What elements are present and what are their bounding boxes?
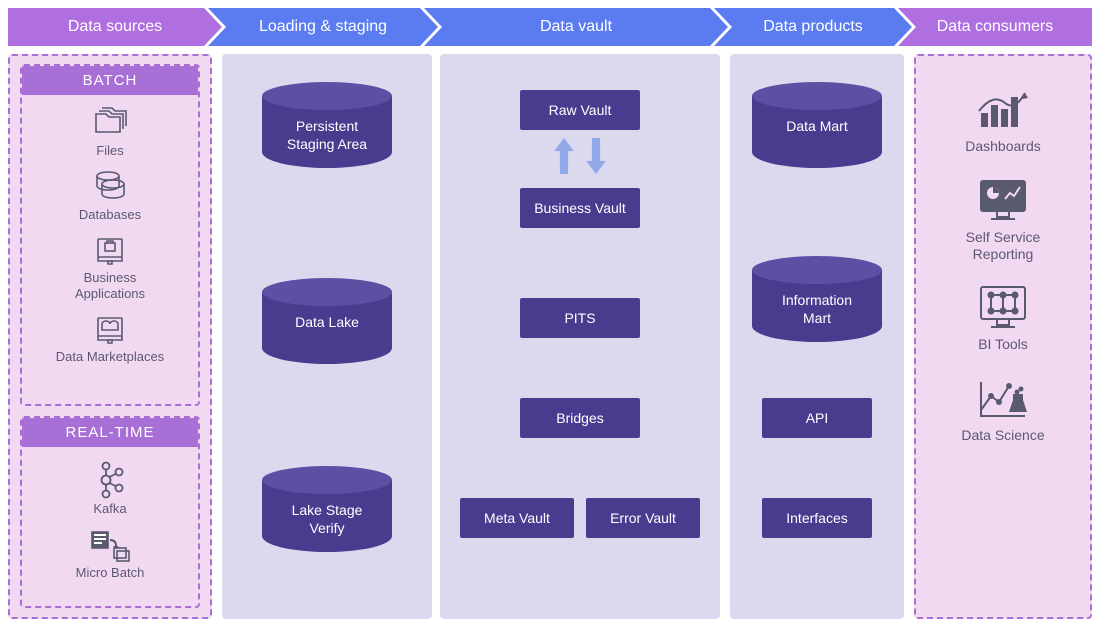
header-sources: Data sources <box>8 8 222 46</box>
header-row: Data sources Loading & staging Data vaul… <box>8 8 1092 46</box>
source-microbatch: Micro Batch <box>22 525 198 581</box>
realtime-header: REAL-TIME <box>22 418 198 447</box>
rect-meta-vault: Meta Vault <box>460 498 574 538</box>
arrow-down-icon <box>584 138 608 174</box>
consumers-list: Dashboards Self Service Reporting <box>914 64 1092 476</box>
reporting-icon <box>975 177 1031 225</box>
consumer-datascience: Data Science <box>920 375 1086 444</box>
dashboards-icon <box>975 86 1031 134</box>
cyl-data-mart: Data Mart <box>752 96 882 168</box>
batch-box: BATCH Files Databases <box>20 64 200 406</box>
rect-error-vault: Error Vault <box>586 498 700 538</box>
diagram-canvas: Data sources Loading & staging Data vaul… <box>0 0 1100 628</box>
consumer-label: Self Service Reporting <box>966 229 1041 263</box>
marketplace-icon <box>90 309 130 347</box>
header-loading: Loading & staging <box>208 8 438 46</box>
source-files: Files <box>22 103 198 159</box>
consumer-label: Data Science <box>961 427 1044 444</box>
consumer-label: BI Tools <box>978 336 1028 353</box>
source-business-apps: Business Applications <box>22 230 198 301</box>
consumer-reporting: Self Service Reporting <box>920 177 1086 263</box>
files-icon <box>90 103 130 141</box>
cyl-information-mart: Information Mart <box>752 270 882 342</box>
source-label: Micro Batch <box>76 565 145 581</box>
batch-header: BATCH <box>22 66 198 95</box>
consumer-label: Dashboards <box>965 138 1041 155</box>
rect-raw-vault: Raw Vault <box>520 90 640 130</box>
bitools-icon <box>975 284 1031 332</box>
datascience-icon <box>975 375 1031 423</box>
arrow-up-icon <box>552 138 576 174</box>
databases-icon <box>90 167 130 205</box>
cyl-persistent-staging: Persistent Staging Area <box>262 96 392 168</box>
rect-bridges: Bridges <box>520 398 640 438</box>
cyl-lake-stage-verify: Lake Stage Verify <box>262 480 392 552</box>
rect-interfaces: Interfaces <box>762 498 872 538</box>
consumer-dashboards: Dashboards <box>920 86 1086 155</box>
kafka-icon <box>95 461 125 499</box>
header-products: Data products <box>714 8 912 46</box>
rect-api: API <box>762 398 872 438</box>
source-label: Databases <box>79 207 141 223</box>
source-databases: Databases <box>22 167 198 223</box>
source-label: Data Marketplaces <box>56 349 164 365</box>
cyl-data-lake: Data Lake <box>262 292 392 364</box>
source-kafka: Kafka <box>22 461 198 517</box>
header-vault: Data vault <box>424 8 728 46</box>
source-label: Business Applications <box>75 270 145 301</box>
microbatch-icon <box>88 525 132 563</box>
header-consumers: Data consumers <box>898 8 1092 46</box>
briefcase-icon <box>90 230 130 268</box>
source-marketplaces: Data Marketplaces <box>22 309 198 365</box>
source-label: Kafka <box>93 501 126 517</box>
rect-pits: PITS <box>520 298 640 338</box>
realtime-box: REAL-TIME Kafka Micro Batch <box>20 416 200 608</box>
consumer-bitools: BI Tools <box>920 284 1086 353</box>
source-label: Files <box>96 143 123 159</box>
rect-business-vault: Business Vault <box>520 188 640 228</box>
